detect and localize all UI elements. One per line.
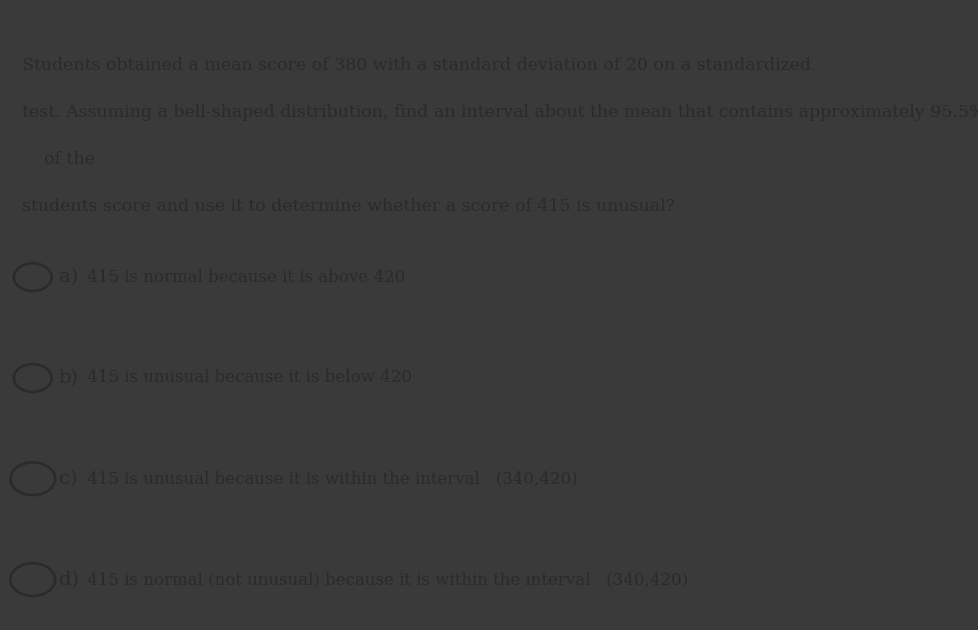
Text: 415 is normal because it is above 420: 415 is normal because it is above 420 (82, 269, 405, 285)
Text: 415 is normal (not unusual) because it is within the interval   (340,420): 415 is normal (not unusual) because it i… (82, 571, 688, 588)
Text: d): d) (59, 571, 78, 588)
Text: test. Assuming a bell-shaped distribution, find an interval about the mean that : test. Assuming a bell-shaped distributio… (22, 104, 978, 121)
Text: c): c) (59, 470, 77, 488)
Text: of the: of the (22, 151, 94, 168)
Text: students score and use it to determine whether a score of 415 is unusual?: students score and use it to determine w… (22, 198, 674, 215)
Text: b): b) (59, 369, 78, 387)
Text: Students obtained a mean score of 380 with a standard deviation of 20 on a stand: Students obtained a mean score of 380 wi… (22, 57, 810, 74)
Text: 415 is unusual because it is within the interval   (340,420): 415 is unusual because it is within the … (82, 471, 577, 487)
Text: 415 is unusual because it is below 420: 415 is unusual because it is below 420 (82, 370, 412, 386)
Text: a): a) (59, 268, 77, 286)
